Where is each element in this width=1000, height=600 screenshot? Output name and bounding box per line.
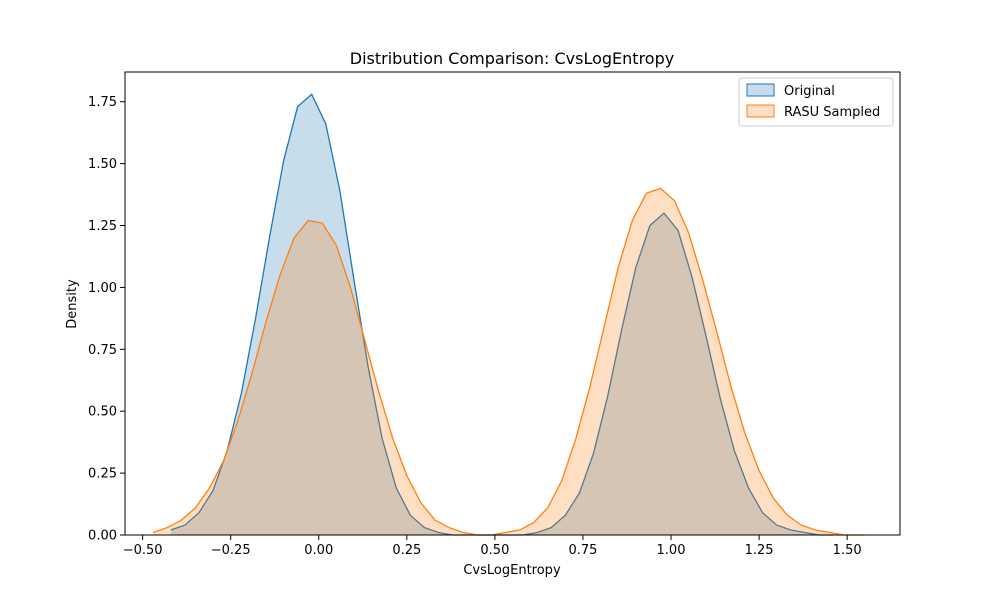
x-tick-label: 1.25 (745, 543, 774, 558)
y-axis: 0.00 0.25 0.50 0.75 1.00 1.25 1.50 1.75 (88, 95, 125, 544)
x-tick-label: −0.50 (123, 543, 163, 558)
chart-title: Distribution Comparison: CvsLogEntropy (350, 49, 674, 68)
series-area-rasu-sampled (153, 188, 865, 535)
y-tick-label: 1.00 (88, 281, 117, 296)
legend-label-rasu-sampled: RASU Sampled (784, 105, 880, 120)
x-axis: −0.50 −0.25 0.00 0.25 0.50 0.75 1.00 1.25 1.50 (123, 535, 862, 558)
x-tick-label: 0.50 (480, 543, 509, 558)
y-axis-label: Density (65, 279, 80, 329)
y-tick-label: 0.00 (88, 529, 117, 544)
y-tick-label: 1.25 (88, 219, 117, 234)
legend-box (738, 77, 894, 127)
y-tick-label: 1.50 (88, 157, 117, 172)
x-tick-label: 1.50 (833, 543, 862, 558)
y-tick-label: 0.25 (88, 467, 117, 482)
x-axis-label: CvsLogEntropy (463, 563, 561, 578)
x-tick-label: 0.00 (304, 543, 333, 558)
legend-swatch-rasu-sampled (746, 104, 775, 118)
plot-frame (124, 71, 901, 536)
y-tick-label: 0.75 (88, 343, 117, 358)
series-line-rasu-sampled (152, 187, 865, 536)
x-tick-label: 0.75 (568, 543, 597, 558)
y-tick-label: 0.50 (88, 405, 117, 420)
x-tick-label: −0.25 (211, 543, 251, 558)
series-area-original (170, 94, 834, 535)
legend-swatch-original (746, 83, 775, 97)
series-layer (152, 93, 865, 536)
legend-label-original: Original (784, 84, 835, 99)
y-tick-label: 1.75 (88, 95, 117, 110)
legend: Original RASU Sampled (738, 77, 894, 127)
x-tick-label: 1.00 (657, 543, 686, 558)
x-tick-label: 0.25 (392, 543, 421, 558)
